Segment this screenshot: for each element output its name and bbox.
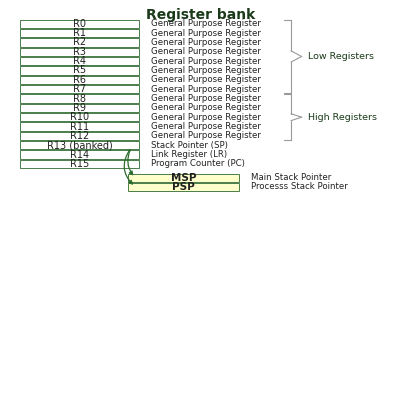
Text: General Purpose Register: General Purpose Register [151, 94, 260, 103]
Text: R1: R1 [73, 28, 86, 38]
Text: R14: R14 [70, 150, 89, 160]
Text: R8: R8 [73, 94, 86, 103]
Text: General Purpose Register: General Purpose Register [151, 19, 260, 28]
Text: R4: R4 [73, 56, 86, 66]
Text: R2: R2 [73, 37, 86, 47]
Bar [20, 131, 139, 140]
Bar [20, 141, 139, 150]
Text: R12: R12 [70, 131, 89, 141]
Bar [20, 66, 139, 75]
Text: General Purpose Register: General Purpose Register [151, 66, 260, 75]
Bar [20, 57, 139, 66]
Text: Register bank: Register bank [146, 8, 255, 22]
Text: R7: R7 [73, 84, 86, 94]
Bar [20, 38, 139, 47]
Bar [128, 183, 239, 191]
Text: General Purpose Register: General Purpose Register [151, 131, 260, 140]
Text: R10: R10 [70, 112, 89, 122]
Text: R6: R6 [73, 75, 86, 85]
Bar [20, 104, 139, 112]
Bar [20, 47, 139, 56]
Text: R11: R11 [70, 121, 89, 131]
Text: General Purpose Register: General Purpose Register [151, 75, 260, 84]
Text: Link Register (LR): Link Register (LR) [151, 150, 227, 159]
Text: Stack Pointer (SP): Stack Pointer (SP) [151, 141, 228, 150]
Text: General Purpose Register: General Purpose Register [151, 85, 260, 94]
Text: Processs Stack Pointer: Processs Stack Pointer [251, 182, 348, 192]
Text: R13 (banked): R13 (banked) [46, 140, 112, 150]
Text: PSP: PSP [172, 182, 195, 192]
Text: R5: R5 [73, 66, 86, 76]
Text: General Purpose Register: General Purpose Register [151, 57, 260, 66]
Bar [20, 85, 139, 94]
Text: R15: R15 [70, 159, 89, 169]
Text: General Purpose Register: General Purpose Register [151, 103, 260, 112]
Text: R3: R3 [73, 47, 86, 57]
Text: General Purpose Register: General Purpose Register [151, 29, 260, 38]
Text: R0: R0 [73, 19, 86, 29]
Bar [20, 20, 139, 28]
Bar [20, 113, 139, 121]
Text: General Purpose Register: General Purpose Register [151, 113, 260, 122]
Text: General Purpose Register: General Purpose Register [151, 38, 260, 47]
Bar [20, 76, 139, 84]
Text: MSP: MSP [171, 173, 196, 183]
Bar [20, 150, 139, 159]
Text: High Registers: High Registers [309, 113, 377, 122]
Text: General Purpose Register: General Purpose Register [151, 47, 260, 56]
Text: Main Stack Pointer: Main Stack Pointer [251, 173, 331, 182]
Text: Low Registers: Low Registers [309, 52, 374, 61]
Text: Program Counter (PC): Program Counter (PC) [151, 159, 245, 168]
Text: R9: R9 [73, 103, 86, 113]
Bar [128, 173, 239, 182]
Bar [20, 29, 139, 37]
Bar [20, 122, 139, 131]
Bar [20, 160, 139, 168]
Text: General Purpose Register: General Purpose Register [151, 122, 260, 131]
Bar [20, 94, 139, 103]
